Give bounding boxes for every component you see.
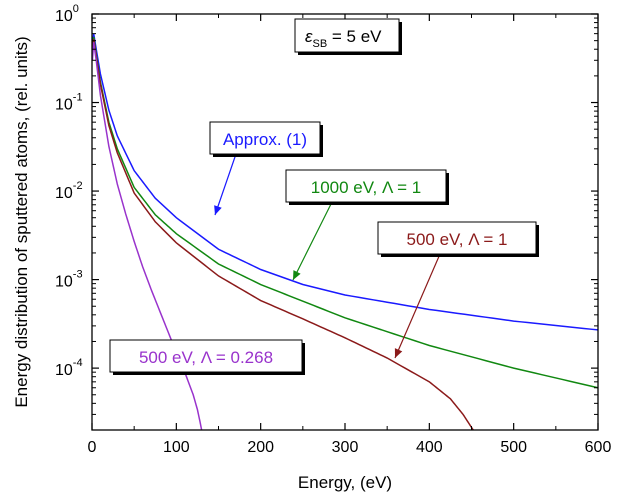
y-tick-label: 10-4 (55, 357, 83, 379)
label-box-e500s (109, 339, 303, 373)
annotation-subscript: SB (312, 38, 327, 50)
x-axis-label: Energy, (eV) (298, 473, 392, 492)
series-line-e500s (92, 42, 203, 430)
annotation-box (294, 18, 400, 53)
series-label-e500: 500 eV, Λ = 1 (406, 230, 507, 249)
y-tick-label: 10-1 (55, 92, 83, 114)
x-tick-label: 0 (88, 439, 97, 456)
label-box-e1000 (285, 169, 447, 203)
label-box-approx (209, 121, 321, 155)
label-arrow-e500 (394, 253, 441, 359)
annotation-symbol: ε (305, 27, 313, 46)
x-tick-label: 200 (247, 439, 274, 456)
series-line-e1000 (92, 36, 598, 389)
annotation-text: εSB = 5 eV (305, 27, 382, 50)
y-axis-ticks: 100 10-1 10-2 10-3 10-4 (55, 3, 598, 431)
series-line-e500 (92, 39, 474, 430)
label-arrowhead-e1000 (293, 270, 301, 280)
series-labels: Approx. (1) 1000 eV, Λ = 1 500 eV, Λ = 1 50… (109, 121, 539, 375)
y-tick-label: 100 (55, 3, 79, 25)
x-tick-label: 100 (163, 439, 190, 456)
label-box-e500 (377, 221, 537, 255)
series-layer (92, 33, 598, 430)
x-tick-label: 300 (332, 439, 359, 456)
label-arrow-approx (214, 153, 237, 216)
x-axis-ticks: 0 100 200 300 400 500 600 (88, 14, 612, 456)
annotation-value: = 5 eV (327, 27, 382, 46)
y-tick-label: 10-3 (55, 269, 83, 291)
label-arrowhead-approx (214, 205, 222, 215)
label-arrowhead-e500 (394, 348, 403, 358)
y-axis-label: Energy distribution of sputtered atoms, … (12, 36, 31, 407)
x-tick-label: 400 (416, 439, 443, 456)
label-arrow-e1000 (292, 201, 333, 281)
series-label-approx: Approx. (1) (223, 130, 307, 149)
y-tick-label: 10-2 (55, 180, 83, 202)
series-line-approx (92, 33, 598, 331)
esb-annotation: εSB = 5 eV (294, 18, 402, 55)
x-tick-label: 600 (585, 439, 612, 456)
series-label-e500s: 500 eV, Λ = 0.268 (139, 348, 273, 367)
series-label-e1000: 1000 eV, Λ = 1 (311, 178, 421, 197)
x-tick-label: 500 (500, 439, 527, 456)
